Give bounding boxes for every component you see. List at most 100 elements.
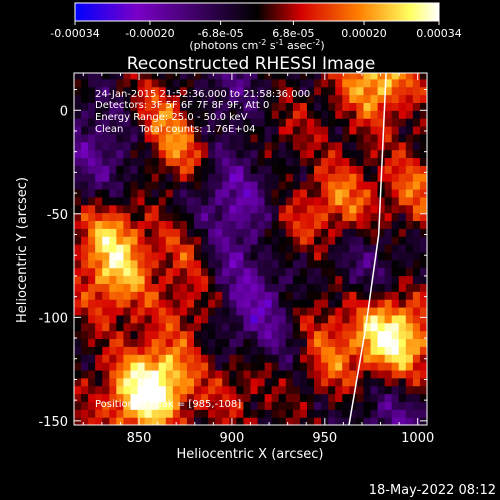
heatmap-cell: [278, 393, 287, 402]
heatmap-cell: [144, 299, 153, 308]
heatmap-cell: [321, 338, 329, 347]
heatmap-cell: [335, 78, 343, 88]
heatmap-cell: [158, 354, 167, 363]
heatmap-cell: [419, 86, 427, 96]
heatmap-cell: [95, 220, 103, 229]
heatmap-cell: [398, 94, 407, 103]
heatmap-cell: [222, 354, 230, 363]
heatmap-cell: [88, 157, 96, 166]
heatmap-cell: [250, 338, 259, 347]
heatmap-cell: [328, 102, 336, 111]
heatmap-cell: [292, 346, 301, 355]
heatmap-cell: [292, 149, 301, 159]
heatmap-cell: [250, 417, 259, 425]
heatmap-cell: [356, 188, 365, 198]
heatmap-cell: [222, 188, 230, 198]
heatmap-cell: [165, 94, 174, 103]
heatmap-cell: [419, 173, 427, 182]
heatmap-cell: [165, 322, 174, 332]
heatmap-cell: [123, 244, 132, 253]
heatmap-cell: [285, 362, 294, 371]
heatmap-cell: [306, 354, 315, 363]
heatmap-cell: [144, 220, 153, 229]
heatmap-cell: [194, 196, 202, 206]
heatmap-cell: [398, 354, 407, 363]
heatmap-cell: [306, 118, 315, 127]
heatmap-cell: [102, 259, 110, 269]
heatmap-cell: [236, 236, 245, 245]
heatmap-cell: [208, 299, 216, 308]
heatmap-cell: [342, 267, 350, 277]
heatmap-cell: [285, 306, 294, 316]
heatmap-cell: [123, 393, 132, 402]
heatmap-cell: [328, 291, 336, 300]
heatmap-cell: [384, 322, 393, 332]
heatmap-cell: [328, 299, 336, 308]
heatmap-cell: [109, 409, 117, 418]
heatmap-cell: [370, 86, 379, 96]
heatmap-cell: [186, 204, 195, 214]
heatmap-cell: [292, 126, 301, 135]
heatmap-cell: [377, 322, 386, 332]
heatmap-cell: [299, 102, 308, 111]
heatmap-cell: [384, 141, 393, 151]
heatmap-cell: [285, 73, 294, 80]
heatmap-cell: [384, 220, 393, 229]
heatmap-cell: [419, 141, 427, 151]
heatmap-cell: [377, 346, 386, 355]
heatmap-cell: [370, 196, 379, 206]
heatmap-cell: [208, 141, 216, 151]
heatmap-cell: [208, 401, 216, 410]
heatmap-cell: [116, 393, 125, 402]
heatmap-cell: [172, 259, 181, 269]
heatmap-cell: [137, 73, 146, 80]
heatmap-cell: [405, 110, 414, 119]
heatmap-cell: [229, 157, 237, 166]
heatmap-cell: [427, 307, 435, 315]
heatmap-cell: [137, 251, 146, 261]
heatmap-cell: [299, 244, 308, 253]
heatmap-cell: [250, 409, 259, 418]
heatmap-cell: [349, 330, 357, 340]
heatmap-cell: [349, 401, 357, 410]
heatmap-cell: [363, 126, 372, 135]
heatmap-cell: [321, 369, 329, 379]
heatmap-cell: [335, 409, 343, 418]
heatmap-cell: [419, 78, 427, 88]
heatmap-cell: [137, 275, 146, 284]
heatmap-cell: [398, 212, 407, 222]
heatmap-cell: [342, 401, 350, 410]
heatmap-cell: [74, 236, 82, 245]
heatmap-cell: [335, 251, 343, 261]
heatmap-cell: [356, 409, 365, 418]
heatmap-cell: [137, 306, 146, 316]
y-tick-label: -50: [47, 208, 68, 223]
heatmap-cell: [165, 181, 174, 190]
heatmap-cell: [306, 196, 315, 206]
heatmap-cell: [179, 338, 188, 347]
heatmap-cell: [419, 299, 427, 308]
heatmap-cell: [165, 236, 174, 245]
heatmap-cell: [215, 393, 223, 402]
heatmap-cell: [144, 141, 153, 151]
heatmap-cell: [109, 275, 117, 284]
heatmap-cell: [349, 385, 357, 395]
heatmap-cell: [215, 259, 223, 269]
heatmap-cell: [321, 346, 329, 355]
heatmap-cell: [349, 78, 357, 88]
heatmap-cell: [144, 393, 153, 402]
heatmap-cell: [215, 283, 223, 292]
heatmap-cell: [158, 275, 167, 284]
heatmap-cell: [356, 86, 365, 96]
heatmap-cell: [356, 157, 365, 166]
heatmap-cell: [172, 157, 181, 166]
heatmap-cell: [391, 141, 400, 151]
heatmap-cell: [179, 141, 188, 151]
heatmap-cell: [377, 133, 386, 143]
heatmap-cell: [74, 118, 82, 127]
heatmap-cell: [222, 173, 230, 182]
heatmap-cell: [427, 378, 435, 386]
heatmap-cell: [172, 78, 181, 88]
heatmap-cell: [299, 330, 308, 340]
heatmap-cell: [363, 118, 372, 127]
